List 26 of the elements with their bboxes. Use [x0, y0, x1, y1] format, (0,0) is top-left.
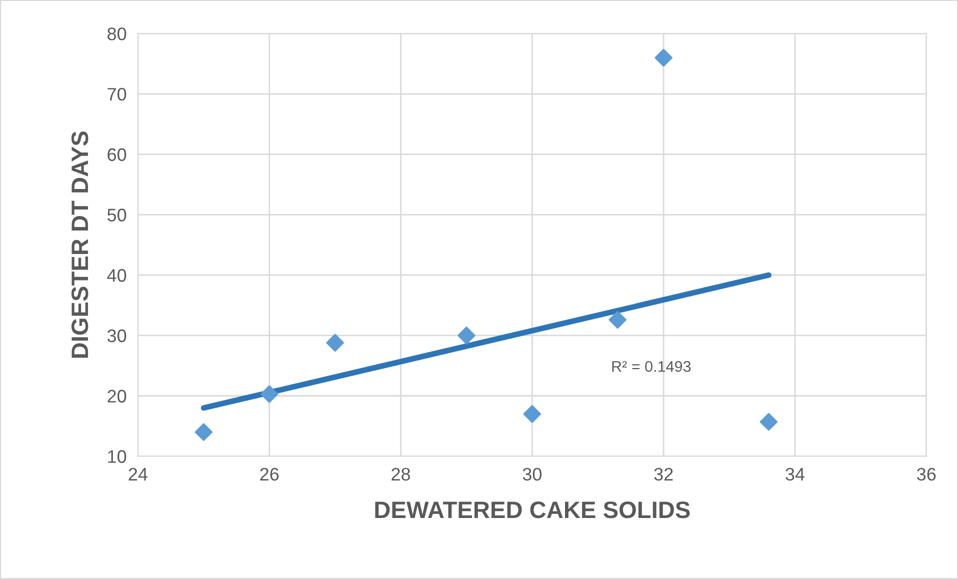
- y-tick-label: 20: [108, 390, 126, 403]
- y-tick-label: 80: [108, 28, 126, 40]
- x-tick-label: 28: [392, 468, 410, 481]
- point: [260, 385, 278, 403]
- point: [458, 326, 476, 344]
- annotation: R² = 0.1493: [612, 361, 691, 372]
- y-tick-label: 70: [108, 88, 126, 101]
- x-tick-label: 24: [128, 468, 148, 480]
- point: [760, 412, 778, 431]
- point: [523, 405, 542, 423]
- x-tick-label: 30: [522, 468, 542, 481]
- x-tick-label: 34: [786, 468, 804, 481]
- point: [608, 310, 626, 329]
- y-tick-label: 40: [107, 269, 126, 282]
- x-tick-label: 36: [917, 468, 936, 481]
- point: [194, 423, 213, 442]
- y-tick-label: 10: [108, 450, 126, 463]
- x-tick-label: 32: [654, 468, 673, 481]
- y-tick-label: 50: [107, 208, 126, 222]
- x-axis-title: DEWATERED CAKE SOLIDS: [375, 501, 690, 518]
- point: [326, 334, 344, 352]
- y-tick-label: 30: [107, 329, 126, 342]
- x-tick-label: 26: [260, 468, 279, 481]
- point: [654, 48, 672, 67]
- y-tick-label: 60: [108, 148, 126, 162]
- y-axis-title: DIGESTER DT DAYS: [71, 131, 88, 358]
